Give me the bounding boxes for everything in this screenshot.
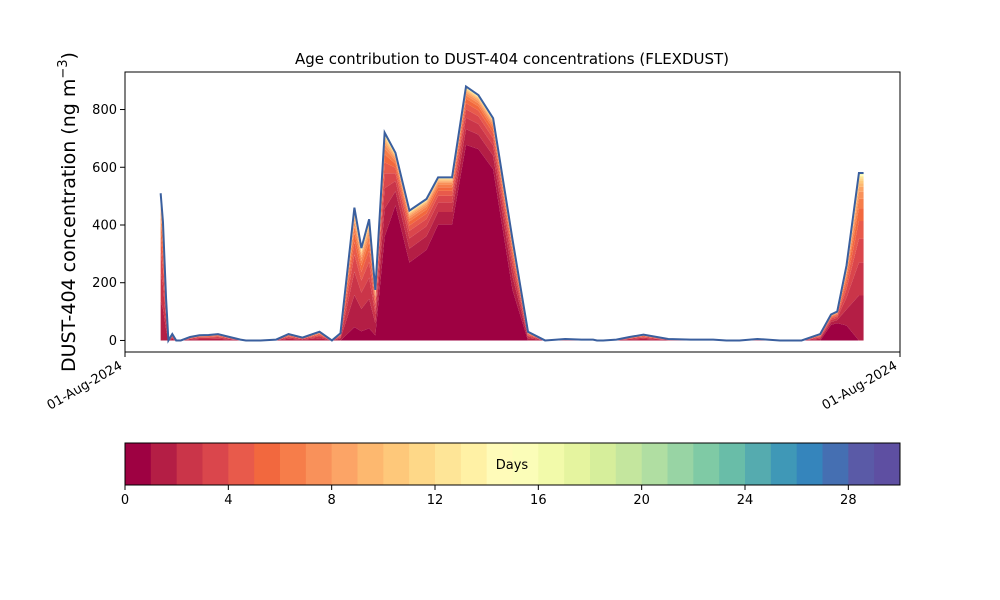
colorbar-swatch-day-7	[305, 443, 333, 485]
y-tick-label: 400	[92, 218, 117, 233]
colorbar-tick-label: 16	[530, 493, 547, 508]
colorbar-swatch-day-20	[641, 443, 668, 485]
colorbar-tick-label: 28	[840, 493, 857, 508]
y-axis-label-close: )	[58, 52, 80, 59]
x-tick-label-right: 01-Aug-2024	[820, 358, 900, 413]
colorbar-swatch-day-14	[486, 443, 513, 485]
svg-text:DUST-404 concentration (ng m−3: DUST-404 concentration (ng m−3)	[56, 52, 80, 372]
colorbar-swatch-day-10	[383, 443, 410, 485]
colorbar-swatch-day-19	[615, 443, 643, 485]
total-concentration-line	[159, 84, 864, 344]
colorbar: Days 0 4 8 12 16 20 24 28	[121, 442, 901, 508]
y-axis-label: DUST-404 concentration (ng m−3)	[56, 52, 80, 372]
colorbar-swatch-day-11	[409, 443, 436, 485]
colorbar-swatch-day-28	[848, 443, 875, 485]
colorbar-swatch-day-18	[590, 443, 617, 485]
colorbar-swatch-day-0	[125, 443, 152, 485]
colorbar-swatch-day-3	[202, 443, 229, 485]
age-band-area-day-0	[160, 144, 864, 341]
colorbar-tick-label: 12	[427, 493, 444, 508]
colorbar-swatch-day-13	[460, 443, 488, 485]
y-axis-ticks: 0 200 400 600 800	[92, 103, 125, 349]
colorbar-swatch-day-5	[254, 443, 281, 485]
colorbar-tick-label: 0	[121, 493, 129, 508]
colorbar-swatch-day-12	[435, 443, 462, 485]
colorbar-swatch-day-24	[745, 443, 772, 485]
x-tick-label-left: 01-Aug-2024	[45, 358, 125, 413]
colorbar-swatch-day-6	[280, 443, 307, 485]
y-tick-label: 800	[92, 103, 117, 118]
colorbar-swatch-day-25	[770, 443, 798, 485]
colorbar-swatch-day-2	[176, 443, 203, 485]
colorbar-swatch-day-1	[150, 443, 178, 485]
colorbar-swatch-day-9	[357, 443, 384, 485]
colorbar-tick-label: 8	[328, 493, 336, 508]
colorbar-swatch-day-22	[693, 443, 720, 485]
colorbar-swatch-day-29	[874, 443, 901, 485]
colorbar-label: Days	[496, 458, 529, 473]
colorbar-swatch-day-15	[512, 443, 539, 485]
colorbar-swatch-day-16	[538, 443, 565, 485]
colorbar-swatches	[125, 443, 901, 485]
colorbar-swatch-day-23	[719, 443, 746, 485]
colorbar-tick-label: 4	[224, 493, 232, 508]
colorbar-swatch-day-4	[228, 443, 255, 485]
colorbar-swatch-day-27	[822, 443, 849, 485]
chart-title: Age contribution to DUST-404 concentrati…	[295, 50, 729, 68]
plot-frame	[124, 71, 901, 353]
plot-area	[124, 71, 901, 353]
colorbar-swatch-day-8	[331, 443, 358, 485]
colorbar-swatch-day-17	[564, 443, 591, 485]
colorbar-swatch-day-21	[667, 443, 694, 485]
x-axis-ticks: 01-Aug-2024 01-Aug-2024	[45, 352, 901, 414]
colorbar-ticks: 0 4 8 12 16 20 24 28	[121, 485, 857, 508]
colorbar-tick-label: 24	[737, 493, 754, 508]
y-tick-label: 0	[109, 334, 117, 349]
age-stacked-areas	[160, 86, 864, 341]
y-tick-label: 200	[92, 276, 117, 291]
y-axis-label-superscript: −3	[56, 59, 71, 78]
colorbar-frame	[124, 442, 901, 486]
colorbar-swatch-day-26	[796, 443, 823, 485]
colorbar-tick-label: 20	[633, 493, 650, 508]
y-tick-label: 600	[92, 161, 117, 176]
y-axis-label-main: DUST-404 concentration (ng m	[58, 79, 80, 372]
